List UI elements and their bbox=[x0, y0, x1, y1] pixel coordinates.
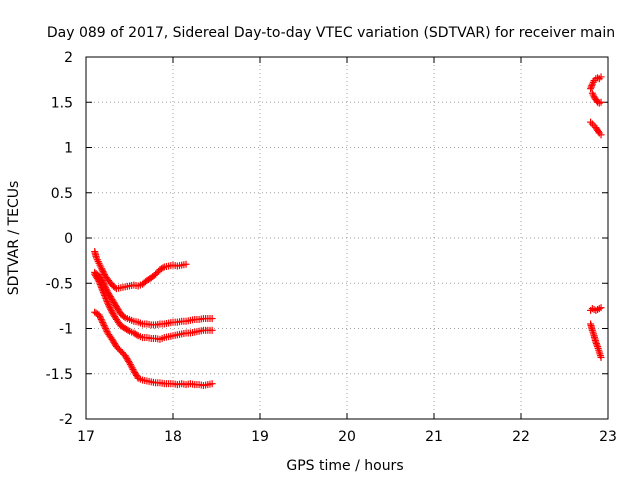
series-track-8 bbox=[587, 304, 605, 314]
data-point bbox=[597, 131, 605, 139]
data-point bbox=[101, 291, 109, 299]
x-tick-label: 21 bbox=[425, 429, 443, 445]
data-point bbox=[595, 75, 603, 83]
data-point bbox=[99, 320, 107, 328]
data-point bbox=[97, 282, 105, 290]
series-track-3 bbox=[91, 270, 216, 343]
data-point bbox=[101, 293, 109, 301]
data-point bbox=[103, 296, 111, 304]
series-track-9 bbox=[587, 320, 605, 361]
data-point bbox=[95, 311, 103, 319]
data-point bbox=[97, 314, 104, 322]
data-point bbox=[98, 284, 106, 292]
x-axis-label: GPS time / hours bbox=[286, 458, 403, 474]
data-point bbox=[99, 318, 107, 326]
data-point bbox=[96, 279, 104, 287]
data-point bbox=[103, 298, 111, 306]
data-point bbox=[588, 120, 596, 128]
data-point bbox=[96, 281, 104, 289]
data-point bbox=[182, 260, 190, 268]
data-point bbox=[587, 118, 595, 126]
data-point bbox=[99, 287, 107, 295]
data-point bbox=[101, 323, 109, 331]
data-point bbox=[98, 317, 106, 325]
data-point bbox=[104, 301, 112, 309]
y-tick-label: 0.5 bbox=[51, 186, 73, 202]
x-tick-label: 19 bbox=[251, 429, 269, 445]
data-point bbox=[94, 276, 102, 284]
y-axis-label: SDTVAR / TECUs bbox=[6, 181, 22, 296]
data-point bbox=[588, 305, 596, 313]
y-tick-label: 0 bbox=[64, 231, 73, 247]
data-point bbox=[159, 264, 167, 272]
y-tick-label: 1 bbox=[64, 141, 73, 157]
series-track-1 bbox=[91, 248, 190, 293]
data-point bbox=[102, 326, 110, 334]
data-point bbox=[102, 295, 110, 303]
y-tick-label: 1.5 bbox=[51, 95, 73, 111]
data-point bbox=[102, 325, 110, 332]
data-point bbox=[133, 331, 141, 339]
x-tick-label: 22 bbox=[512, 429, 530, 445]
data-point bbox=[100, 321, 108, 329]
data-point bbox=[595, 305, 603, 313]
data-point bbox=[208, 380, 216, 388]
data-point bbox=[597, 73, 605, 81]
data-point bbox=[208, 315, 216, 323]
y-tick-label: -1 bbox=[59, 322, 73, 338]
data-point bbox=[208, 326, 216, 334]
x-tick-label: 20 bbox=[338, 429, 356, 445]
axis-ticks: 17 18 19 20 21 22 23 -2 -1.5 -1 -0.5 0 0.5 1 1.5 2 bbox=[46, 50, 617, 445]
y-tick-label: -2 bbox=[59, 412, 73, 428]
data-point bbox=[97, 315, 105, 323]
data-point bbox=[107, 305, 115, 313]
data-point bbox=[124, 326, 132, 334]
series-track-7 bbox=[587, 118, 605, 139]
data-point bbox=[105, 302, 113, 310]
data-point bbox=[98, 285, 106, 293]
data-point bbox=[95, 277, 103, 285]
data-point bbox=[100, 290, 108, 298]
chart-title: Day 089 of 2017, Sidereal Day-to-day VTE… bbox=[47, 25, 615, 41]
series-track-4 bbox=[91, 308, 216, 390]
data-point bbox=[104, 299, 112, 307]
x-tick-label: 18 bbox=[164, 429, 182, 445]
y-tick-label: -0.5 bbox=[46, 276, 73, 292]
y-tick-label: -1.5 bbox=[46, 367, 73, 383]
data-point bbox=[597, 353, 605, 361]
data-point bbox=[120, 312, 128, 320]
data-point bbox=[107, 307, 115, 315]
series-track-6 bbox=[588, 89, 605, 107]
x-tick-label: 17 bbox=[77, 429, 95, 445]
data-point bbox=[594, 305, 602, 313]
grid bbox=[86, 57, 608, 419]
data-point bbox=[106, 304, 114, 312]
x-tick-label: 23 bbox=[599, 429, 617, 445]
data-point bbox=[99, 288, 107, 296]
y-tick-label: 2 bbox=[64, 50, 73, 66]
data-point bbox=[96, 312, 104, 320]
data-marks bbox=[91, 73, 605, 390]
data-point bbox=[597, 98, 605, 106]
data-point bbox=[597, 304, 605, 312]
series-track-5 bbox=[587, 73, 605, 93]
